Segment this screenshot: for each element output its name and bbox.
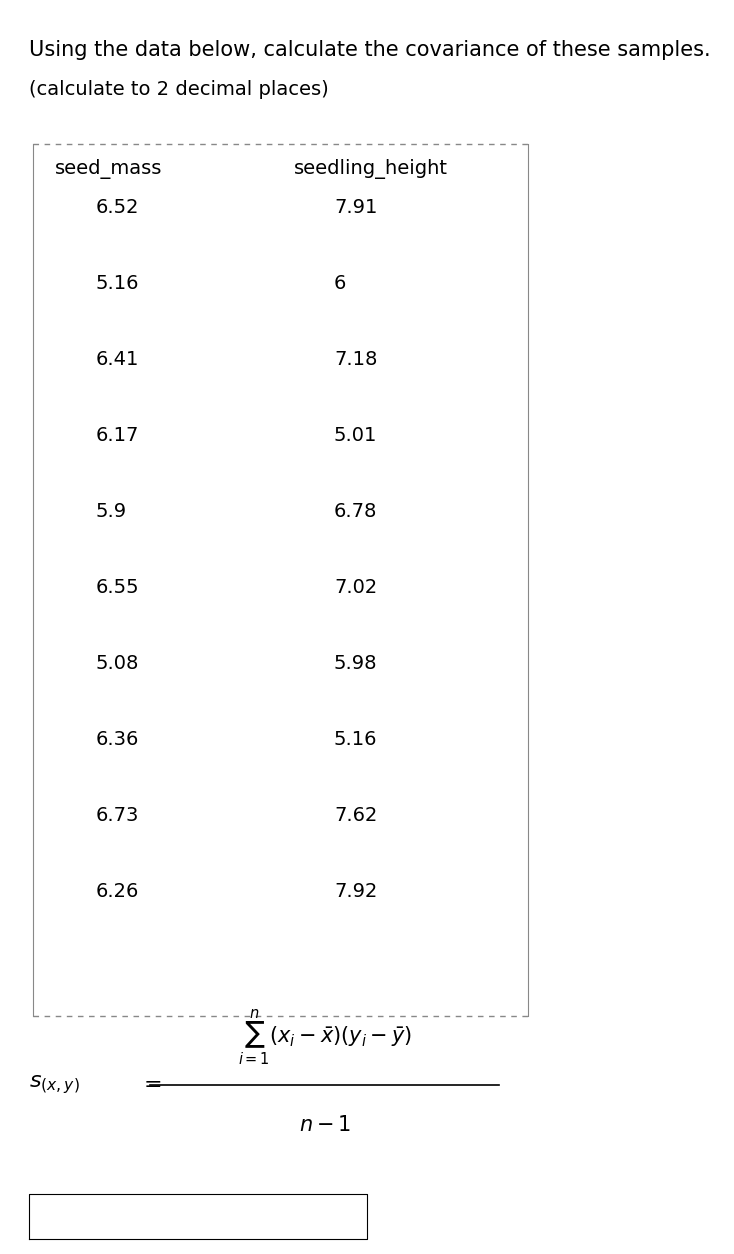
Text: 5.16: 5.16 xyxy=(95,275,139,293)
Text: 5.01: 5.01 xyxy=(334,426,377,445)
Text: 7.02: 7.02 xyxy=(334,578,377,597)
Text: 6.36: 6.36 xyxy=(95,730,139,749)
Text: seedling_height: seedling_height xyxy=(294,159,448,179)
Text: Using the data below, calculate the covariance of these samples.: Using the data below, calculate the cova… xyxy=(29,40,711,60)
Text: 6.41: 6.41 xyxy=(95,350,139,369)
Text: $n-1$: $n-1$ xyxy=(299,1115,351,1135)
Text: $s_{(x,y)}$: $s_{(x,y)}$ xyxy=(29,1073,80,1096)
Text: =: = xyxy=(143,1075,161,1095)
Text: 6.55: 6.55 xyxy=(95,578,139,597)
Text: 6: 6 xyxy=(334,275,346,293)
Text: 7.92: 7.92 xyxy=(334,882,377,902)
Text: 6.26: 6.26 xyxy=(95,882,139,902)
Text: 6.78: 6.78 xyxy=(334,502,377,522)
Text: 7.91: 7.91 xyxy=(334,198,377,217)
Text: 5.9: 5.9 xyxy=(95,502,126,522)
Text: 5.98: 5.98 xyxy=(334,655,377,673)
Text: 7.62: 7.62 xyxy=(334,806,377,825)
Text: $\sum_{i=1}^{n}(x_i - \bar{x})(y_i - \bar{y})$: $\sum_{i=1}^{n}(x_i - \bar{x})(y_i - \ba… xyxy=(238,1007,412,1067)
Text: 7.18: 7.18 xyxy=(334,350,377,369)
Text: 6.17: 6.17 xyxy=(95,426,139,445)
Text: (calculate to 2 decimal places): (calculate to 2 decimal places) xyxy=(29,80,329,99)
Text: 5.08: 5.08 xyxy=(95,655,139,673)
Text: 5.16: 5.16 xyxy=(334,730,377,749)
Text: 6.52: 6.52 xyxy=(95,198,139,217)
Text: seed_mass: seed_mass xyxy=(55,159,162,179)
Text: 6.73: 6.73 xyxy=(95,806,139,825)
